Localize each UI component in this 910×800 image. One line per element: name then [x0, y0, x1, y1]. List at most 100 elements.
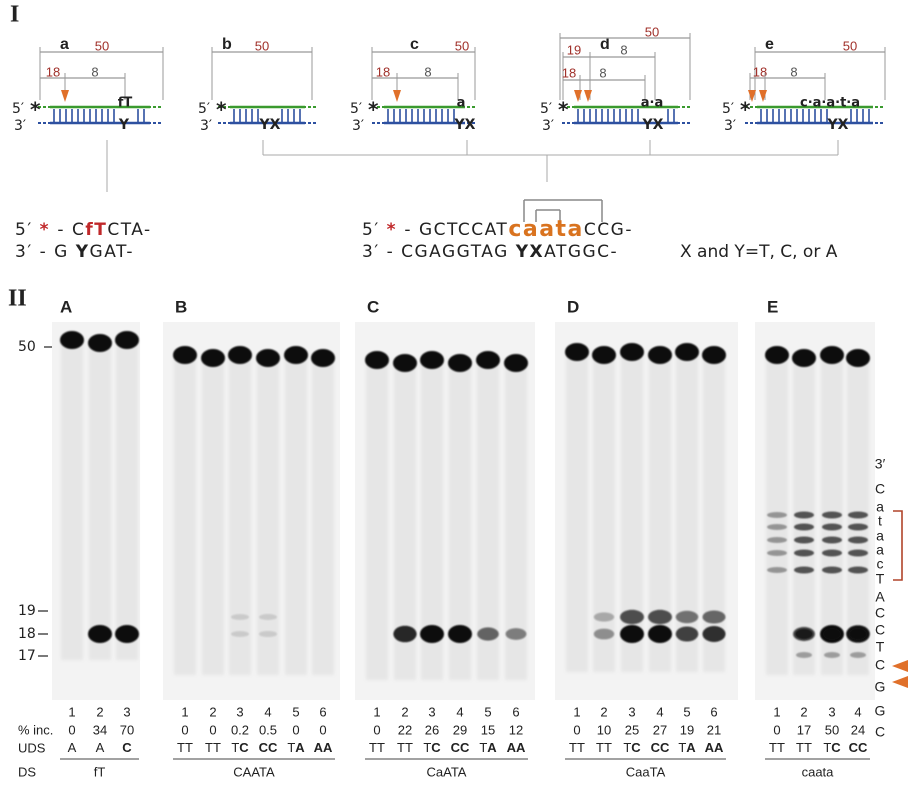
mismatch-label: YX [827, 117, 849, 133]
full-length-band [311, 349, 335, 367]
product-band [620, 609, 644, 625]
section-label: I [10, 2, 19, 28]
panel-label: a [60, 36, 69, 53]
dimension-label: 50 [455, 38, 469, 53]
lane-smear [394, 360, 416, 680]
uds-label: AA [314, 740, 333, 755]
size-marker: 19 [18, 603, 36, 619]
dimension-label: 18 [46, 64, 60, 79]
lane-smear [676, 352, 698, 672]
ladder-band [848, 549, 868, 557]
gel-label: D [567, 297, 579, 316]
uds-label: TC [623, 740, 641, 755]
lane-number: 2 [209, 704, 216, 719]
lane-number: 4 [854, 704, 861, 719]
full-length-band [476, 351, 500, 369]
lane-number: 3 [123, 704, 130, 719]
uds-label: TT [569, 740, 585, 755]
dimension-label: 50 [645, 24, 659, 39]
lane-smear [449, 360, 471, 680]
ladder-band [848, 536, 868, 544]
product-band [258, 630, 278, 638]
product-band [258, 613, 278, 621]
dimension-label: 8 [599, 65, 606, 80]
uds-label: TA [678, 740, 696, 755]
percent-incision: 10 [597, 722, 611, 737]
ladder-base: c [877, 556, 884, 572]
panel-label: c [410, 36, 419, 53]
lane-number: 2 [800, 704, 807, 719]
label-star: * [740, 98, 751, 122]
ladder-base: C [875, 622, 885, 638]
ladder-band [767, 537, 787, 543]
ladder-base: t [878, 513, 882, 529]
sequence-part: fT [85, 220, 107, 240]
product-band [593, 612, 615, 622]
lane-number: 4 [456, 704, 463, 719]
ds-label: caata [802, 764, 835, 779]
section-label: II [8, 286, 27, 312]
row-label: UDS [18, 740, 46, 755]
uds-label: TC [823, 740, 841, 755]
row-label: DS [18, 764, 36, 779]
five-prime: 5′ [350, 101, 362, 117]
percent-incision: 0 [373, 722, 380, 737]
minor-band [850, 652, 866, 658]
lane-smear [593, 352, 615, 672]
full-length-band [88, 334, 112, 352]
percent-incision: 0 [68, 722, 75, 737]
product-band [393, 625, 417, 643]
uds-label: TT [177, 740, 193, 755]
product-band [593, 628, 615, 640]
full-length-band [620, 343, 644, 361]
uds-label: TT [796, 740, 812, 755]
lesion-label: fT [118, 96, 133, 111]
sequence-part: * [40, 220, 58, 240]
percent-incision: 19 [680, 722, 694, 737]
product-band [620, 625, 644, 643]
gel-label: C [367, 297, 379, 316]
percent-incision: 0.5 [259, 722, 277, 737]
lane-number: 4 [264, 704, 271, 719]
three-prime: 3′ [200, 118, 212, 134]
lane-smear [703, 352, 725, 672]
lane-smear [421, 360, 443, 680]
ladder-band [767, 567, 787, 573]
lane-number: 3 [428, 704, 435, 719]
sequence: 3′ - G YGAT- [15, 242, 134, 262]
panel-label: b [222, 36, 232, 53]
product-band [849, 628, 867, 640]
ladder-base: C [875, 724, 885, 740]
percent-incision: 0 [181, 722, 188, 737]
ladder-band [822, 566, 842, 574]
ladder-band [794, 566, 814, 574]
panel-label: d [600, 36, 610, 53]
cut-arrow [584, 90, 592, 102]
percent-incision: 0 [319, 722, 326, 737]
uds-label: TA [479, 740, 497, 755]
product-band [477, 627, 499, 641]
ladder-base: a [876, 528, 884, 544]
dimension-label: 18 [562, 65, 576, 80]
lane-number: 6 [710, 704, 717, 719]
minor-band [824, 652, 840, 658]
sequence-part: Y [75, 242, 90, 262]
percent-incision: 0.2 [231, 722, 249, 737]
lane-number: 3 [236, 704, 243, 719]
sequence-part: YX [515, 242, 544, 262]
full-length-band [504, 354, 528, 372]
ladder-band [848, 511, 868, 519]
ds-label: CaATA [427, 764, 467, 779]
lane-number: 6 [512, 704, 519, 719]
percent-incision: 12 [509, 722, 523, 737]
percent-incision: 50 [825, 722, 839, 737]
ds-label: CAATA [233, 764, 275, 779]
uds-label: TA [287, 740, 305, 755]
cut-arrow [892, 676, 908, 688]
percent-incision: 22 [398, 722, 412, 737]
lane-number: 2 [401, 704, 408, 719]
percent-incision: 25 [625, 722, 639, 737]
product-band [230, 613, 250, 621]
lane-smear [505, 360, 527, 680]
five-prime: 5′ [540, 101, 552, 117]
